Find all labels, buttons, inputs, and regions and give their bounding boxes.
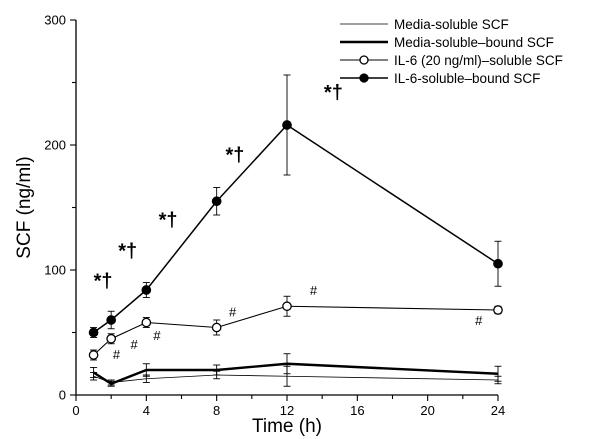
x-tick-label: 20 [420,403,434,418]
annotation: # [310,283,318,298]
data-point [282,301,292,312]
legend-label: IL-6-soluble–bound SCF [394,71,540,86]
series-line [92,362,499,385]
legend-label: Media-soluble SCF [394,17,509,32]
data-point [282,120,292,130]
annotation: # [229,304,237,319]
y-tick-label: 100 [44,263,66,278]
legend-marker [359,55,369,65]
series-2 [90,353,502,387]
series-line [93,124,499,334]
legend-entry: IL-6 (20 ng/ml)–soluble SCF [340,53,563,68]
annotation: # [153,328,161,343]
x-tick-label: 8 [213,403,220,418]
x-tick-label: 24 [491,403,505,418]
x-axis: 0 4 8 12 16 20 24 [72,394,505,418]
data-point [211,196,222,207]
series-3 [88,295,503,361]
plot-area: *†*†*†*†*†###### [88,74,503,387]
series-4 [88,74,503,338]
legend-label: Media-soluble–bound SCF [394,35,554,50]
y-tick-label: 300 [44,13,66,28]
legend-marker [359,73,369,83]
annotation: *† [225,144,244,166]
data-point [141,317,152,328]
x-tick-label: 16 [350,403,364,418]
y-axis-title: SCF (ng/ml) [14,156,35,258]
legend-entry: Media-soluble–bound SCF [340,35,554,50]
x-tick-label: 4 [143,403,150,418]
y-tick-label: 0 [59,388,66,403]
x-axis-title: Time (h) [252,416,322,437]
data-point [88,350,99,360]
y-axis: 0 100 200 300 [44,13,77,403]
data-point [493,258,503,269]
series-line [93,374,499,383]
annotation: *† [94,271,113,293]
legend-label: IL-6 (20 ng/ml)–soluble SCF [394,53,563,68]
legend-entry: Media-soluble SCF [340,17,509,32]
data-point [106,333,117,344]
data-point [493,305,503,315]
x-tick-label: 12 [280,403,294,418]
data-point [106,315,117,325]
annotation: # [131,337,139,352]
legend: Media-soluble SCF Media-soluble–bound SCF… [340,17,563,86]
y-tick-label: 200 [44,138,66,153]
data-point [141,285,152,295]
annotation: *† [118,241,137,263]
annotation: *† [159,209,178,231]
annotation: # [475,313,483,328]
data-point [211,322,222,333]
data-point [88,327,99,338]
x-tick-label: 0 [72,403,79,418]
annotation: # [113,347,121,362]
legend-entry: IL-6-soluble–bound SCF [340,71,540,86]
annotation: *† [324,82,343,104]
